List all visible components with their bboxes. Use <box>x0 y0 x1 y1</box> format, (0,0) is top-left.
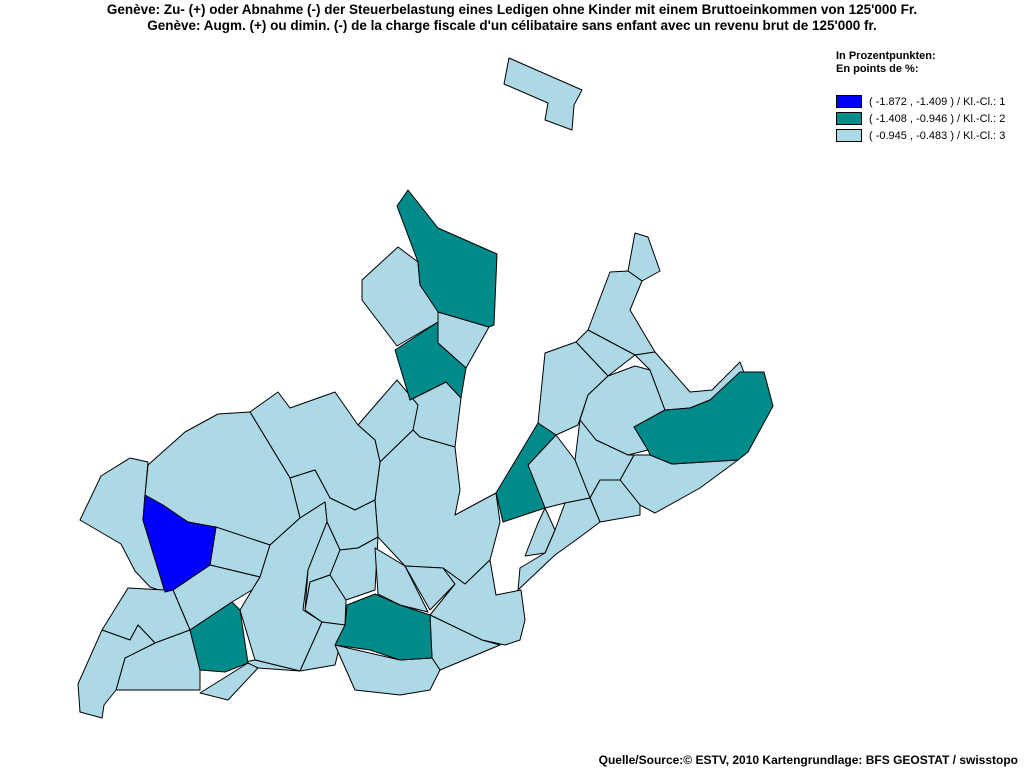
class-3-regions <box>77 57 746 719</box>
legend-swatch <box>836 112 862 125</box>
map-region[interactable] <box>199 662 259 701</box>
class-2-regions <box>189 189 774 673</box>
map-region[interactable] <box>394 321 467 401</box>
map-region[interactable] <box>77 624 156 719</box>
map-region[interactable] <box>503 57 583 131</box>
legend-label: ( -0.945 , -0.483 ) / Kl.-Cl.: 3 <box>869 129 1006 142</box>
legend-item-class-1: ( -1.872 , -1.409 ) / Kl.-Cl.: 1 <box>836 93 1005 110</box>
legend-label: ( -1.872 , -1.409 ) / Kl.-Cl.: 1 <box>869 95 1006 108</box>
map-title-french: Genève: Augm. (+) ou dimin. (-) de la ch… <box>147 18 877 33</box>
legend-label: ( -1.408 , -0.946 ) / Kl.-Cl.: 2 <box>869 112 1006 125</box>
map-region[interactable] <box>495 422 557 523</box>
map-region[interactable] <box>142 494 217 593</box>
legend-unit-fr: En points de %: <box>836 63 919 75</box>
map-region[interactable] <box>627 232 661 282</box>
legend-swatch <box>836 129 862 142</box>
source-credit: Quelle/Source:© ESTV, 2010 Kartengrundla… <box>598 753 1018 767</box>
legend-item-class-2: ( -1.408 , -0.946 ) / Kl.-Cl.: 2 <box>836 110 1005 127</box>
map-region[interactable] <box>524 507 556 557</box>
map-title-german: Genève: Zu- (+) oder Abnahme (-) der Ste… <box>106 2 918 17</box>
legend-unit-de: In Prozentpunkten: <box>836 50 936 62</box>
map-region[interactable] <box>633 371 774 465</box>
map-region[interactable] <box>189 601 249 673</box>
map-region[interactable] <box>374 547 429 613</box>
map-legend: In Prozentpunkten: En points de %: ( -1.… <box>836 50 1005 144</box>
map-region[interactable] <box>396 189 498 328</box>
class-1-regions <box>142 494 217 593</box>
map-region[interactable] <box>374 429 501 585</box>
map-region[interactable] <box>334 593 433 661</box>
legend-swatch <box>836 95 862 108</box>
map-region[interactable] <box>429 559 526 646</box>
legend-item-class-3: ( -0.945 , -0.483 ) / Kl.-Cl.: 3 <box>836 127 1005 144</box>
